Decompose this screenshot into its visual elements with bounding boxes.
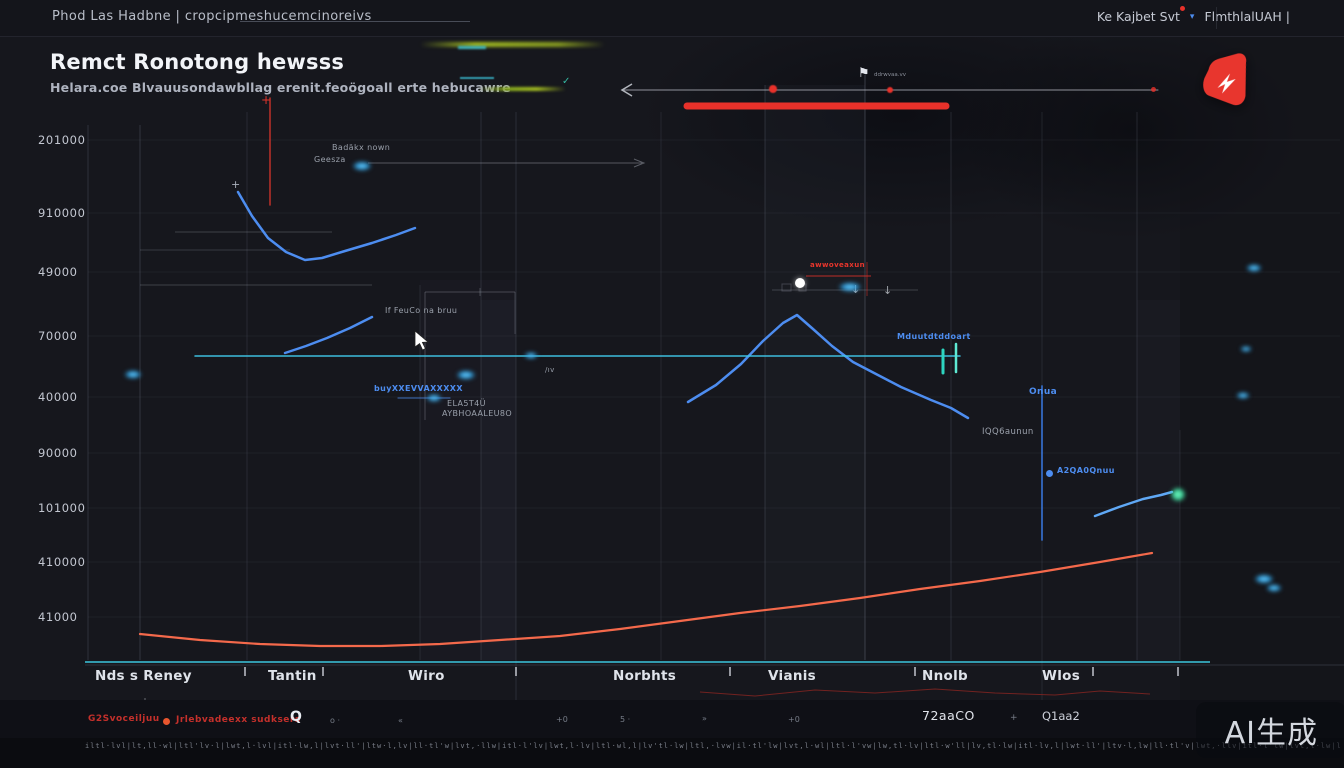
blue-dot-a2q: [1046, 470, 1053, 477]
check-icon: ✓: [562, 76, 571, 87]
x-tick-2: Wiro: [408, 668, 445, 684]
annotation-geesza: Geesza: [314, 155, 346, 164]
ticker-band: [0, 738, 1344, 768]
legend-glyph-4: 5 ·: [620, 715, 631, 724]
y-tick-6: 101000: [38, 501, 86, 515]
annotation-feuco: If FeuCo na bruu: [385, 306, 458, 315]
legend-glyph-5: »: [702, 714, 707, 723]
series-blue-right: [1093, 490, 1174, 518]
red-dot-rule-2: [887, 87, 893, 93]
ticker-text: iltl·lvl|lt,ll·wl|ltl'lv·l|lwt,l·lvl|itl…: [85, 742, 1341, 750]
ai-watermark: AI生成: [1224, 716, 1318, 751]
y-tick-1: 910000: [38, 206, 86, 220]
legend-item-2[interactable]: Jrlebvadeexx sudksers: [176, 715, 301, 725]
white-marker-dot: [795, 278, 805, 288]
series-orange-trend: [138, 551, 1154, 648]
gray-plus-marker: +: [231, 178, 241, 191]
chevron-down-icon[interactable]: ▾: [1189, 11, 1195, 22]
series-blue-peak: [686, 313, 970, 420]
top-bar: Phod Las Hadbne | cropcipmeshucemcinorei…: [0, 0, 1344, 37]
title-underline: [240, 21, 470, 22]
legend-glyph-2: «: [398, 716, 403, 725]
mouse-cursor-icon: [414, 330, 430, 351]
annotation-badge-note: Badäkx nown: [332, 143, 391, 152]
annotation-mduu: Mduutdtddoart: [897, 332, 971, 341]
page-subtitle: Helara.coe Blvauusondawbllag erenit.feoö…: [50, 80, 511, 95]
y-tick-2: 49000: [38, 265, 78, 279]
y-tick-5: 90000: [38, 446, 78, 460]
legend-orange-dot: [163, 718, 170, 725]
y-tick-0: 201000: [38, 133, 86, 147]
series-blue-rise: [283, 315, 374, 355]
topbar-divider: [1216, 7, 1217, 29]
legend-glyph-3: +0: [556, 715, 568, 724]
red-dot-rule-3: [1151, 87, 1156, 92]
annotation-elast-1: ELA5T4Ü: [447, 399, 486, 408]
down-arrow-icon-1: ↓: [851, 283, 861, 296]
legend-band: [0, 700, 1344, 738]
legend-right-label[interactable]: Q1aa2: [1042, 709, 1080, 723]
annotation-slash: /ıv: [545, 366, 555, 374]
red-dot-rule-1: [769, 85, 777, 93]
menu-item-settings[interactable]: Ke Kajbet Svt: [1096, 9, 1180, 24]
y-tick-8: 41000: [38, 610, 78, 624]
annotation-a2q[interactable]: A2QA0Qnuu: [1057, 466, 1115, 475]
x-tick-6: Wlos: [1042, 668, 1081, 684]
legend-glyph-7: +: [1010, 713, 1018, 723]
legend-item-1[interactable]: G2Svoceiljuu: [88, 714, 160, 724]
notification-dot: [1180, 6, 1185, 11]
annotation-red-wave: awwoveaxun: [810, 261, 865, 269]
series-blue-dip: [236, 190, 417, 262]
red-plus-marker: +: [261, 93, 272, 107]
annotation-onua: Onua: [1029, 387, 1058, 397]
x-tick-5: Nnolb: [922, 668, 968, 684]
x-tick-1: Tantin: [268, 668, 317, 684]
legend-q-icon[interactable]: Q: [290, 709, 302, 725]
x-tick-3: Norbhts: [613, 668, 677, 684]
page-title: Remct Ronotong hewsss: [50, 50, 345, 74]
y-tick-7: 410000: [38, 555, 86, 569]
legend-glyph-6: +0: [788, 715, 800, 724]
flag-icon: ⚑: [858, 66, 870, 81]
legend-glyph-1: o ·: [330, 716, 340, 725]
y-tick-4: 40000: [38, 390, 78, 404]
down-arrow-icon-2: ↓: [883, 284, 893, 297]
alert-badge-button[interactable]: [1195, 49, 1257, 117]
watermark-backdrop: [1196, 702, 1344, 758]
red-badge-icon: [1203, 53, 1247, 106]
x-tick-0: Nds s Reney: [95, 668, 192, 684]
account-label[interactable]: FlmthlalUAH |: [1204, 9, 1290, 24]
legend-box-label[interactable]: 72aaCO: [922, 708, 975, 723]
annotation-iqq: IQQ6aunun: [982, 427, 1034, 437]
app-title: Phod Las Hadbne | cropcipmeshucemcinorei…: [52, 9, 372, 24]
annotation-elast-2: AYBHOAALEU8O: [442, 409, 513, 418]
annotation-buy-link[interactable]: buyXXEVVAXXXXX: [374, 384, 463, 393]
flag-note: ddrwvaa.vv: [874, 72, 906, 78]
y-tick-3: 70000: [38, 329, 78, 343]
x-tick-4: Vianis: [768, 668, 817, 684]
